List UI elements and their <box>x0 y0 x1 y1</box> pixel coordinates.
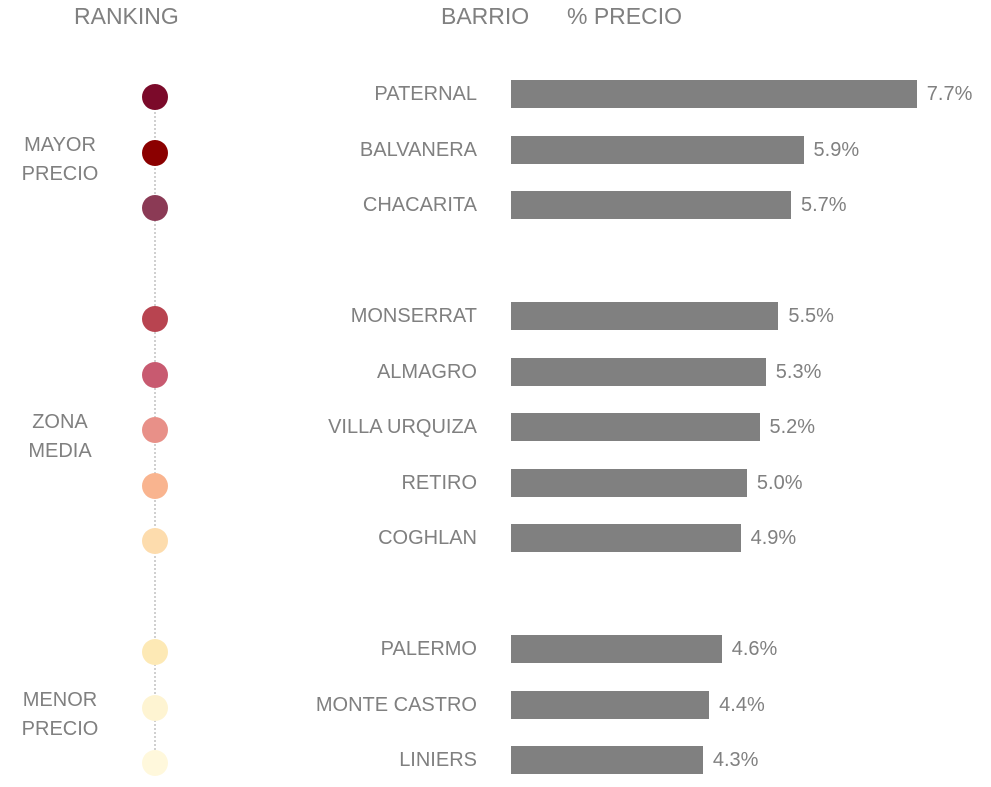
bar <box>511 80 917 108</box>
value-label: 5.5% <box>788 305 834 327</box>
category-label: COGHLAN <box>378 527 477 549</box>
value-label: 7.7% <box>926 83 973 105</box>
category-label: MONTE CASTRO <box>315 693 477 716</box>
bar <box>511 135 804 164</box>
value-label: 5.3% <box>775 360 822 383</box>
category-label: BALVANERA <box>359 138 477 161</box>
value-label: 4.6% <box>731 638 778 660</box>
bar <box>511 746 703 774</box>
group-label: ZONA MEDIA <box>28 411 92 462</box>
category-label: CHACARITA <box>362 194 477 216</box>
ranking-header: RANKING <box>74 3 179 29</box>
ranking-dot <box>142 195 168 221</box>
category-label: PATERNAL <box>374 83 477 105</box>
bar <box>511 690 710 719</box>
ranking-dot <box>142 84 168 110</box>
category-header: BARRIO <box>441 3 530 29</box>
value-label: 5.7% <box>800 194 847 216</box>
ranking-dot <box>142 417 168 443</box>
ranking-dot <box>142 694 168 721</box>
group-label: MAYOR PRECIO <box>21 133 99 185</box>
ranking-dot <box>142 528 168 554</box>
value-header: % PRECIO <box>567 3 683 29</box>
value-label: 5.2% <box>769 416 816 438</box>
bar <box>511 357 766 386</box>
value-label: 5.0% <box>756 471 803 494</box>
category-label: MONSERRAT <box>350 305 477 327</box>
bar <box>511 302 779 330</box>
ranking-dot <box>142 750 168 776</box>
ranking-dot <box>142 361 168 388</box>
category-label: ALMAGRO <box>376 360 477 383</box>
bar <box>511 191 791 219</box>
value-label: 4.9% <box>750 527 797 549</box>
value-label: 5.9% <box>813 138 860 161</box>
category-label: VILLA URQUIZA <box>328 416 477 438</box>
bar <box>511 468 747 497</box>
value-label: 4.4% <box>719 693 765 716</box>
bar <box>511 524 741 552</box>
group-label: MENOR PRECIO <box>21 688 99 740</box>
bar <box>511 413 760 441</box>
ranking-dot <box>142 139 168 166</box>
ranking-dot <box>142 472 168 499</box>
category-label: LINIERS <box>399 749 477 771</box>
category-label: PALERMO <box>380 638 477 660</box>
ranking-dot <box>142 639 168 665</box>
bar <box>511 635 722 663</box>
category-label: RETIRO <box>401 471 477 494</box>
value-label: 4.3% <box>712 749 759 771</box>
ranking-dot <box>142 306 168 332</box>
